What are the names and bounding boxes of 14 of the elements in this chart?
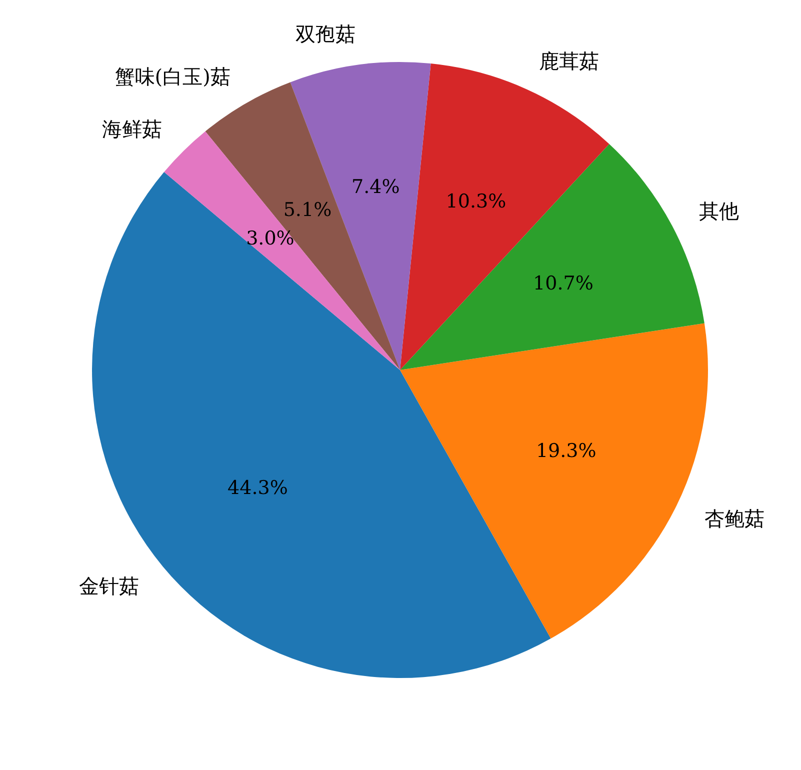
slice-label: 金针菇 <box>79 574 140 598</box>
data-label: 5.1% <box>283 199 332 222</box>
data-label: 44.3% <box>228 476 288 499</box>
data-label: 10.7% <box>533 272 594 294</box>
data-label: 19.3% <box>536 440 596 462</box>
slice-label: 其他 <box>699 199 740 224</box>
slice-label: 杏鲍菇 <box>704 506 765 530</box>
slice-label: 双孢菇 <box>295 22 356 46</box>
data-label: 10.3% <box>446 190 506 213</box>
slice-label: 鹿茸菇 <box>539 49 600 74</box>
slice-label: 蟹味(白玉)菇 <box>114 64 230 89</box>
data-label: 7.4% <box>352 176 400 198</box>
slice-label: 海鲜菇 <box>102 116 162 141</box>
data-label: 3.0% <box>246 227 294 250</box>
